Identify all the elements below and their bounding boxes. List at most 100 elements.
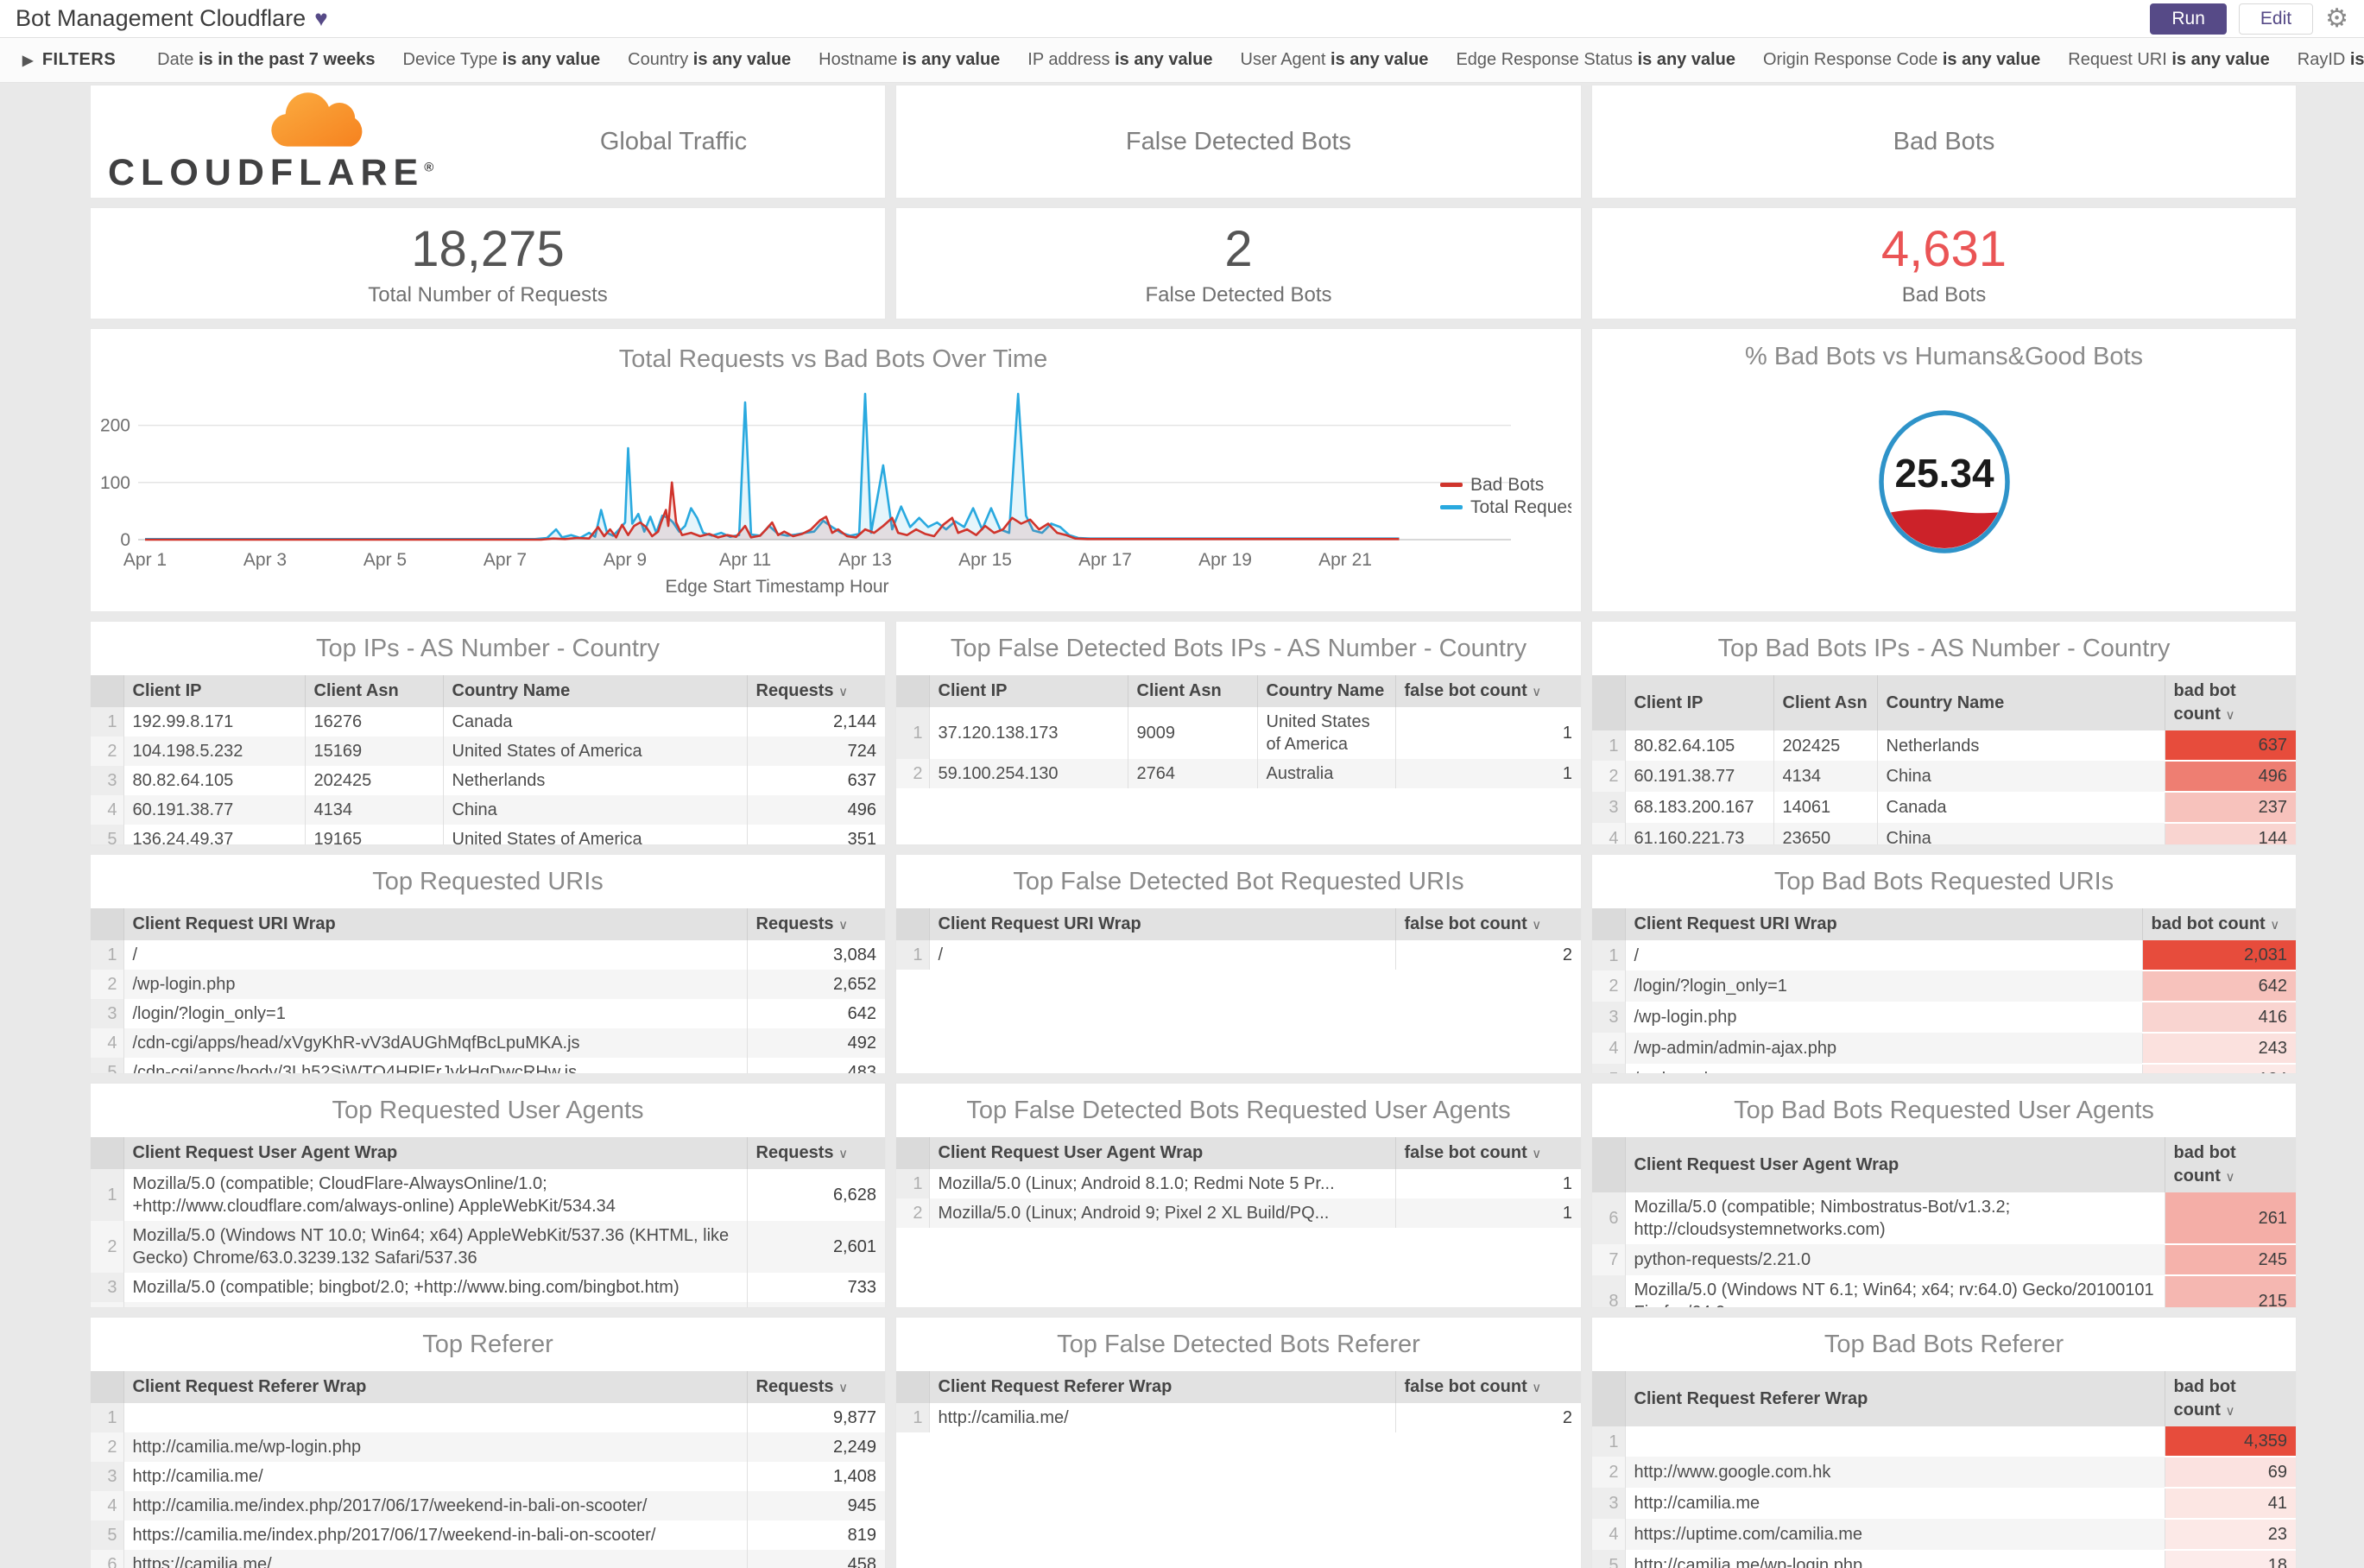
filter-item[interactable]: Request URI is any value bbox=[2068, 50, 2270, 69]
sort-descending-icon: ∨ bbox=[838, 1381, 849, 1395]
value-cell: 124 bbox=[2141, 1064, 2296, 1073]
table-row: 8 Mozilla/5.0 (Windows NT 6.1; Win64; x64… bbox=[1592, 1275, 2296, 1307]
column-header[interactable]: Client Request User Agent Wrap bbox=[1624, 1137, 2165, 1192]
column-header[interactable]: Client IP bbox=[928, 675, 1128, 707]
table-title: Top Bad Bots Requested URIs bbox=[1773, 868, 2114, 895]
value-column-header[interactable]: false bot count ∨ bbox=[1394, 1371, 1581, 1403]
row-number-header bbox=[896, 675, 929, 707]
table-cell: 37.120.138.173 bbox=[928, 707, 1128, 759]
row-number-header bbox=[1592, 1137, 1625, 1192]
filter-item[interactable]: RayID is any value bbox=[2297, 50, 2364, 69]
column-header[interactable]: Client Request URI Wrap bbox=[1624, 908, 2142, 940]
row-number: 3 bbox=[1592, 1002, 1625, 1033]
table-row: 3 http://camilia.me 41 bbox=[1592, 1488, 2296, 1520]
value-cell: 1 bbox=[1394, 759, 1581, 788]
value-column-header[interactable]: bad bot count ∨ bbox=[2164, 1137, 2296, 1192]
column-header[interactable]: Client IP bbox=[123, 675, 305, 707]
value-column-header[interactable]: false bot count ∨ bbox=[1394, 675, 1581, 707]
column-header[interactable]: Client Request User Agent Wrap bbox=[928, 1137, 1395, 1169]
column-header[interactable]: Country Name bbox=[1256, 675, 1395, 707]
panel-title-false-detected: False Detected Bots bbox=[895, 85, 1582, 199]
value-column-header[interactable]: Requests ∨ bbox=[746, 908, 885, 940]
row-number-header bbox=[91, 1137, 123, 1169]
column-header[interactable]: Client Request URI Wrap bbox=[123, 908, 747, 940]
column-header[interactable]: Client Asn bbox=[304, 675, 443, 707]
svg-text:200: 200 bbox=[100, 416, 130, 436]
row-number-header bbox=[91, 675, 123, 707]
filters-toggle[interactable]: ▶ FILTERS bbox=[22, 50, 116, 70]
caret-right-icon: ▶ bbox=[22, 53, 34, 68]
column-header[interactable]: Client Request URI Wrap bbox=[928, 908, 1395, 940]
filter-item[interactable]: Origin Response Code is any value bbox=[1762, 50, 2041, 69]
filter-item[interactable]: Hostname is any value bbox=[819, 50, 1001, 69]
table-cell: 2764 bbox=[1127, 759, 1257, 788]
table-cell: China bbox=[1876, 823, 2165, 844]
column-header[interactable]: Client Asn bbox=[1127, 675, 1257, 707]
value-cell: 2,144 bbox=[746, 707, 885, 737]
table-row: 1 192.99.8.171 16276 Canada 2,144 bbox=[91, 707, 885, 737]
filter-item[interactable]: Date is in the past 7 weeks bbox=[157, 50, 376, 69]
value-column-header[interactable]: bad bot count ∨ bbox=[2164, 675, 2296, 730]
data-table: Client Request Referer Wrap bad bot count… bbox=[1592, 1371, 2296, 1568]
table-title: Top Requested URIs bbox=[372, 868, 604, 895]
run-button[interactable]: Run bbox=[2150, 3, 2227, 35]
column-header[interactable]: Country Name bbox=[442, 675, 747, 707]
filter-bar: ▶ FILTERS Date is in the past 7 weeks Dev… bbox=[0, 38, 2364, 83]
value-cell: 3,084 bbox=[746, 940, 885, 970]
value-column-header[interactable]: bad bot count ∨ bbox=[2164, 1371, 2296, 1426]
row-number: 6 bbox=[91, 1550, 123, 1568]
value-column-header[interactable]: Requests ∨ bbox=[746, 675, 885, 707]
column-header[interactable]: Client Request Referer Wrap bbox=[1624, 1371, 2165, 1426]
column-header[interactable]: Client Asn bbox=[1773, 675, 1877, 730]
table-title: Top False Detected Bot Requested URIs bbox=[1013, 868, 1464, 895]
row-number-header bbox=[1592, 908, 1625, 940]
value-column-header[interactable]: bad bot count ∨ bbox=[2141, 908, 2296, 940]
filter-item[interactable]: Country is any value bbox=[628, 50, 792, 69]
table-cell: /cdn-cgi/apps/head/xVgyKhR-vV3dAUGhMqfBc… bbox=[123, 1028, 747, 1058]
gear-icon[interactable]: ⚙ bbox=[2325, 3, 2348, 33]
table-cell: http://camilia.me/index.php/2017/06/17/w… bbox=[123, 1491, 747, 1521]
cloudflare-logo: CLOUDFLARE® bbox=[91, 89, 462, 194]
table-cell bbox=[123, 1302, 747, 1307]
column-header[interactable]: Client Request Referer Wrap bbox=[928, 1371, 1395, 1403]
svg-text:Total Requests vs Bad Bots Ove: Total Requests vs Bad Bots Over Time bbox=[619, 345, 1047, 373]
row-number: 1 bbox=[1592, 940, 1625, 971]
value-cell: 637 bbox=[2164, 730, 2296, 762]
table-row: 3/wp-login.php 416 bbox=[1592, 1002, 2296, 1034]
table-row: 5/cdn-cgi/apps/body/3Lh52SjWTQ4HRlErJykH… bbox=[91, 1058, 885, 1073]
edit-button[interactable]: Edit bbox=[2238, 3, 2314, 35]
data-table: Client IP Client Asn Country Name Requests … bbox=[91, 675, 885, 844]
value-column-header[interactable]: false bot count ∨ bbox=[1394, 908, 1581, 940]
column-header[interactable]: Country Name bbox=[1876, 675, 2165, 730]
table-row: 2 Mozilla/5.0 (Windows NT 10.0; Win64; x6… bbox=[91, 1221, 885, 1273]
gauge-value: 25.34 bbox=[1894, 451, 1994, 496]
table-row: 4 681 bbox=[91, 1302, 885, 1307]
column-header[interactable]: Client Request Referer Wrap bbox=[123, 1371, 747, 1403]
column-header[interactable]: Client Request User Agent Wrap bbox=[123, 1137, 747, 1169]
value-cell: 2,601 bbox=[746, 1221, 885, 1273]
table-cell: Netherlands bbox=[442, 766, 747, 795]
row-number: 2 bbox=[1592, 971, 1625, 1002]
table-cell: / bbox=[1624, 940, 2142, 971]
table-cell: Mozilla/5.0 (compatible; bingbot/2.0; +h… bbox=[123, 1273, 747, 1302]
table-cell: /wp-login.php bbox=[1624, 1002, 2142, 1033]
filter-item[interactable]: Edge Response Status is any value bbox=[1456, 50, 1735, 69]
filter-item[interactable]: Device Type is any value bbox=[402, 50, 601, 69]
svg-text:Apr 15: Apr 15 bbox=[958, 550, 1012, 570]
row-number: 4 bbox=[91, 795, 123, 825]
column-header[interactable]: Client IP bbox=[1624, 675, 1773, 730]
filter-item[interactable]: User Agent is any value bbox=[1240, 50, 1429, 69]
value-cell: 6,628 bbox=[746, 1169, 885, 1221]
value-cell: 351 bbox=[746, 825, 885, 844]
table-title: Top Referer bbox=[422, 1331, 553, 1358]
filter-item[interactable]: IP address is any value bbox=[1027, 50, 1213, 69]
tables-row-referers: Top Referer Client Request Referer Wrap Re… bbox=[90, 1317, 2364, 1568]
sort-descending-icon: ∨ bbox=[1532, 918, 1542, 933]
value-column-header[interactable]: false bot count ∨ bbox=[1394, 1137, 1581, 1169]
value-column-header[interactable]: Requests ∨ bbox=[746, 1137, 885, 1169]
panel-title-bad-bots: Bad Bots bbox=[1591, 85, 2297, 199]
value-column-header[interactable]: Requests ∨ bbox=[746, 1371, 885, 1403]
table-row: 2 60.191.38.77 4134 China 496 bbox=[1592, 761, 2296, 793]
row-number: 5 bbox=[91, 1058, 123, 1073]
row-number: 1 bbox=[91, 940, 123, 970]
